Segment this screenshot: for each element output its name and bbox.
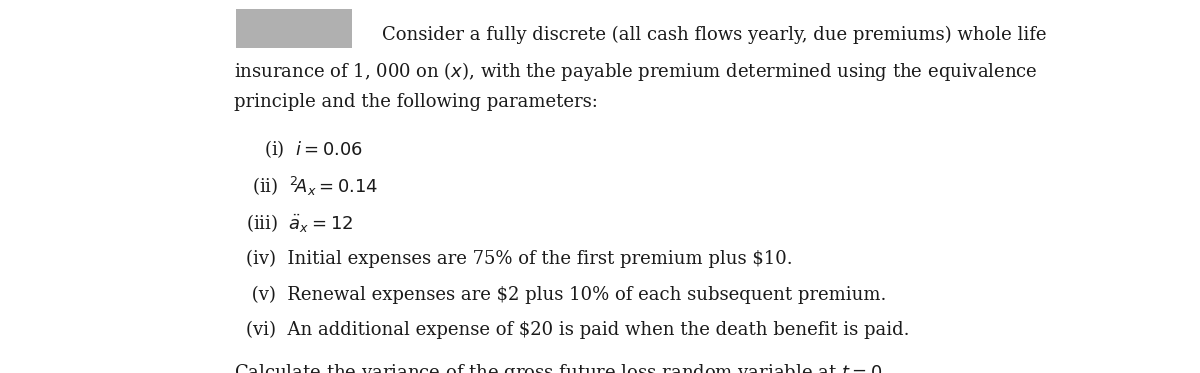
- Text: Calculate the variance of the gross future loss random variable at $t = 0$.: Calculate the variance of the gross futu…: [234, 362, 888, 373]
- Text: insurance of 1, 000 on ($x$), with the payable premium determined using the equi: insurance of 1, 000 on ($x$), with the p…: [234, 60, 1038, 83]
- Text: (ii)  $^2\!A_x = 0.14$: (ii) $^2\!A_x = 0.14$: [252, 175, 378, 198]
- Text: Consider a fully discrete (all cash flows yearly, due premiums) whole life: Consider a fully discrete (all cash flow…: [382, 26, 1046, 44]
- Text: (i)  $i = 0.06$: (i) $i = 0.06$: [264, 138, 364, 160]
- Text: (iv)  Initial expenses are 75% of the first premium plus $10.: (iv) Initial expenses are 75% of the fir…: [246, 250, 793, 268]
- Text: (vi)  An additional expense of $20 is paid when the death benefit is paid.: (vi) An additional expense of $20 is pai…: [246, 321, 910, 339]
- Text: principle and the following parameters:: principle and the following parameters:: [234, 93, 598, 111]
- Text: (iii)  $\ddot{a}_x = 12$: (iii) $\ddot{a}_x = 12$: [246, 213, 353, 235]
- Text: (v)  Renewal expenses are $2 plus 10% of each subsequent premium.: (v) Renewal expenses are $2 plus 10% of …: [246, 285, 887, 304]
- FancyBboxPatch shape: [236, 9, 352, 48]
